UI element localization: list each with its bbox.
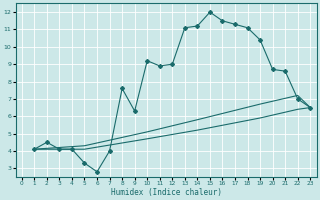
X-axis label: Humidex (Indice chaleur): Humidex (Indice chaleur)	[110, 188, 221, 197]
